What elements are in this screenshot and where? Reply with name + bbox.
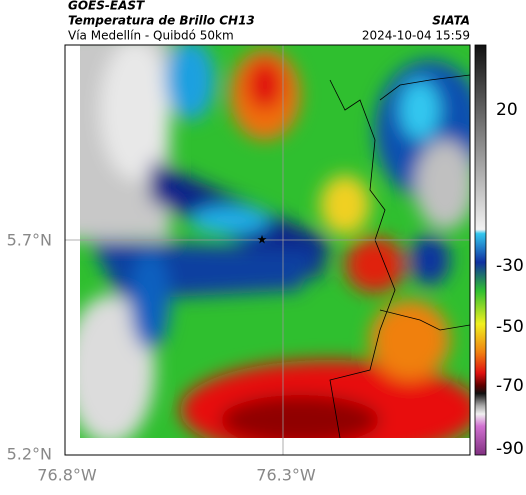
colorbar <box>474 44 487 456</box>
y-tick-label: 5.7°N <box>7 231 52 250</box>
subtitle: Temperatura de Brillo CH13 <box>68 14 255 28</box>
y-tick-label: 5.2°N <box>7 445 52 464</box>
datetime: 2024-10-04 15:59 <box>362 29 470 43</box>
colorbar-tick: -90 <box>496 439 524 459</box>
colorbar-tick: -70 <box>496 376 524 396</box>
colorbar-tick: 20 <box>496 100 518 120</box>
x-tick-label: 76.8°W <box>37 466 97 485</box>
colorbar-tick: -30 <box>496 256 524 276</box>
map-frame <box>64 44 471 456</box>
colorbar-ticks: 20 -30 -50 -70 -90 <box>496 100 524 459</box>
title: GOES-EAST <box>68 0 145 13</box>
x-tick-label: 76.3°W <box>256 466 316 485</box>
source: SIATA <box>432 14 470 28</box>
city-marker: ★ <box>257 233 268 247</box>
location: Vía Medellín - Quibdó 50km <box>68 29 234 43</box>
colorbar-tick: -50 <box>496 317 524 337</box>
satellite-image <box>80 45 470 438</box>
